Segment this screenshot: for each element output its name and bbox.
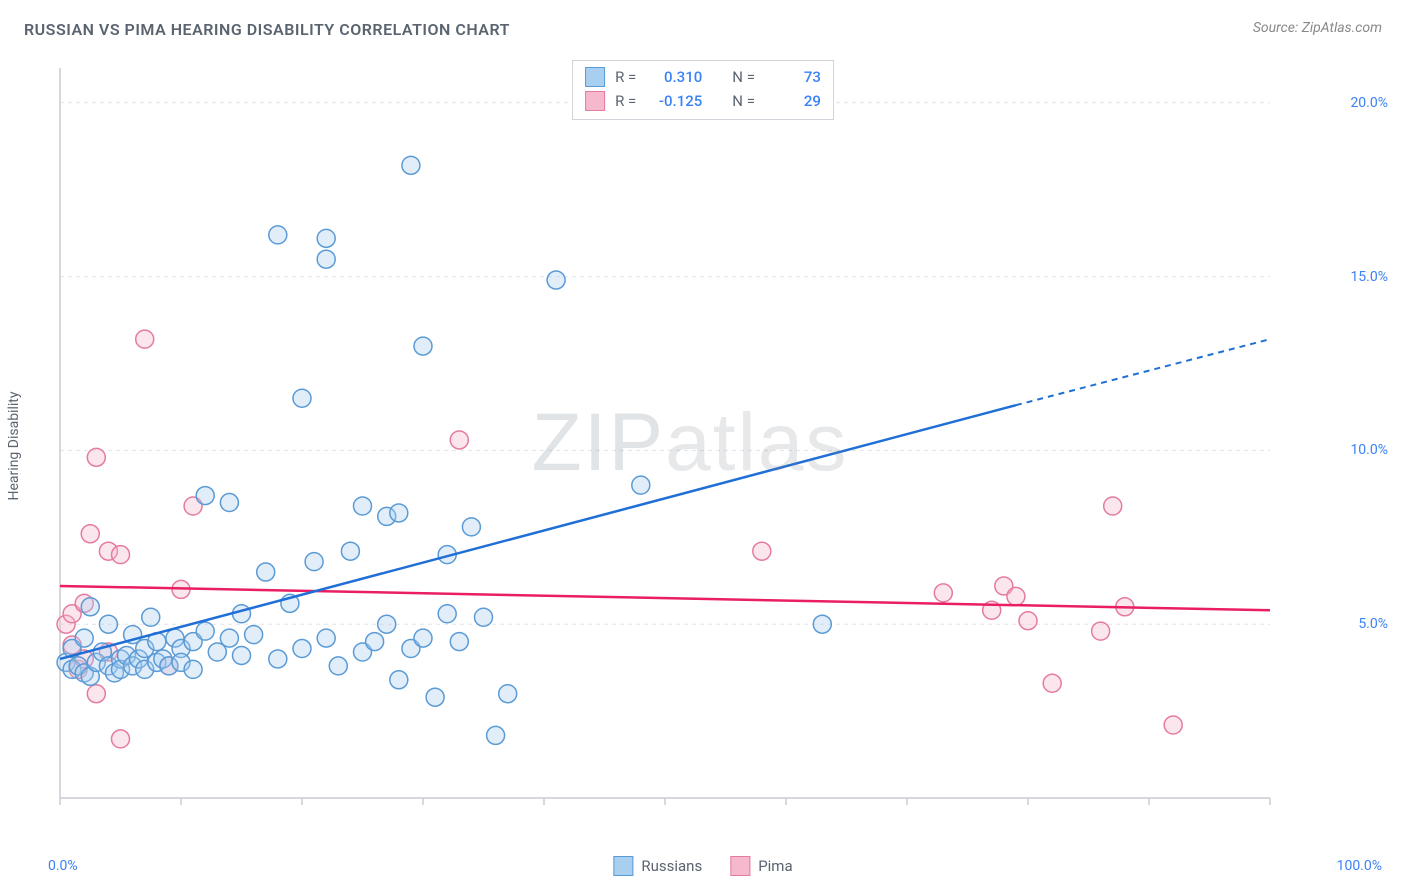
source-attribution: Source: ZipAtlas.com xyxy=(1253,20,1382,36)
legend-swatch-pima xyxy=(730,856,750,876)
y-axis-label: Hearing Disability xyxy=(6,392,22,501)
legend-swatch-russians xyxy=(585,67,605,87)
n-label: N = xyxy=(732,89,755,113)
n-value-russians: 73 xyxy=(765,65,821,89)
y-tick-label-10: 10.0% xyxy=(1350,442,1388,458)
legend-swatch-russians xyxy=(613,856,633,876)
r-label: R = xyxy=(615,65,636,89)
r-value-pima: -0.125 xyxy=(646,89,702,113)
scatter-plot: ZIPatlas xyxy=(50,58,1330,828)
legend-label-pima: Pima xyxy=(758,857,792,875)
y-tick-label-5: 5.0% xyxy=(1358,616,1388,632)
x-axis-min-label: 0.0% xyxy=(48,858,78,874)
r-value-russians: 0.310 xyxy=(646,65,702,89)
legend-item-russians: Russians xyxy=(613,856,702,876)
y-tick-label-20: 20.0% xyxy=(1350,95,1388,111)
chart-title: RUSSIAN VS PIMA HEARING DISABILITY CORRE… xyxy=(24,20,510,39)
legend-swatch-pima xyxy=(585,91,605,111)
n-label: N = xyxy=(732,65,755,89)
n-value-pima: 29 xyxy=(765,89,821,113)
legend-label-russians: Russians xyxy=(641,857,702,875)
r-label: R = xyxy=(615,89,636,113)
legend-stats-row-russians: R = 0.310 N = 73 xyxy=(585,65,821,89)
x-axis-max-label: 100.0% xyxy=(1337,858,1382,874)
y-tick-label-15: 15.0% xyxy=(1350,269,1388,285)
legend-series: Russians Pima xyxy=(613,856,792,876)
chart-svg xyxy=(50,58,1330,828)
legend-stats-row-pima: R = -0.125 N = 29 xyxy=(585,89,821,113)
legend-stats: R = 0.310 N = 73 R = -0.125 N = 29 xyxy=(572,60,834,120)
legend-item-pima: Pima xyxy=(730,856,792,876)
